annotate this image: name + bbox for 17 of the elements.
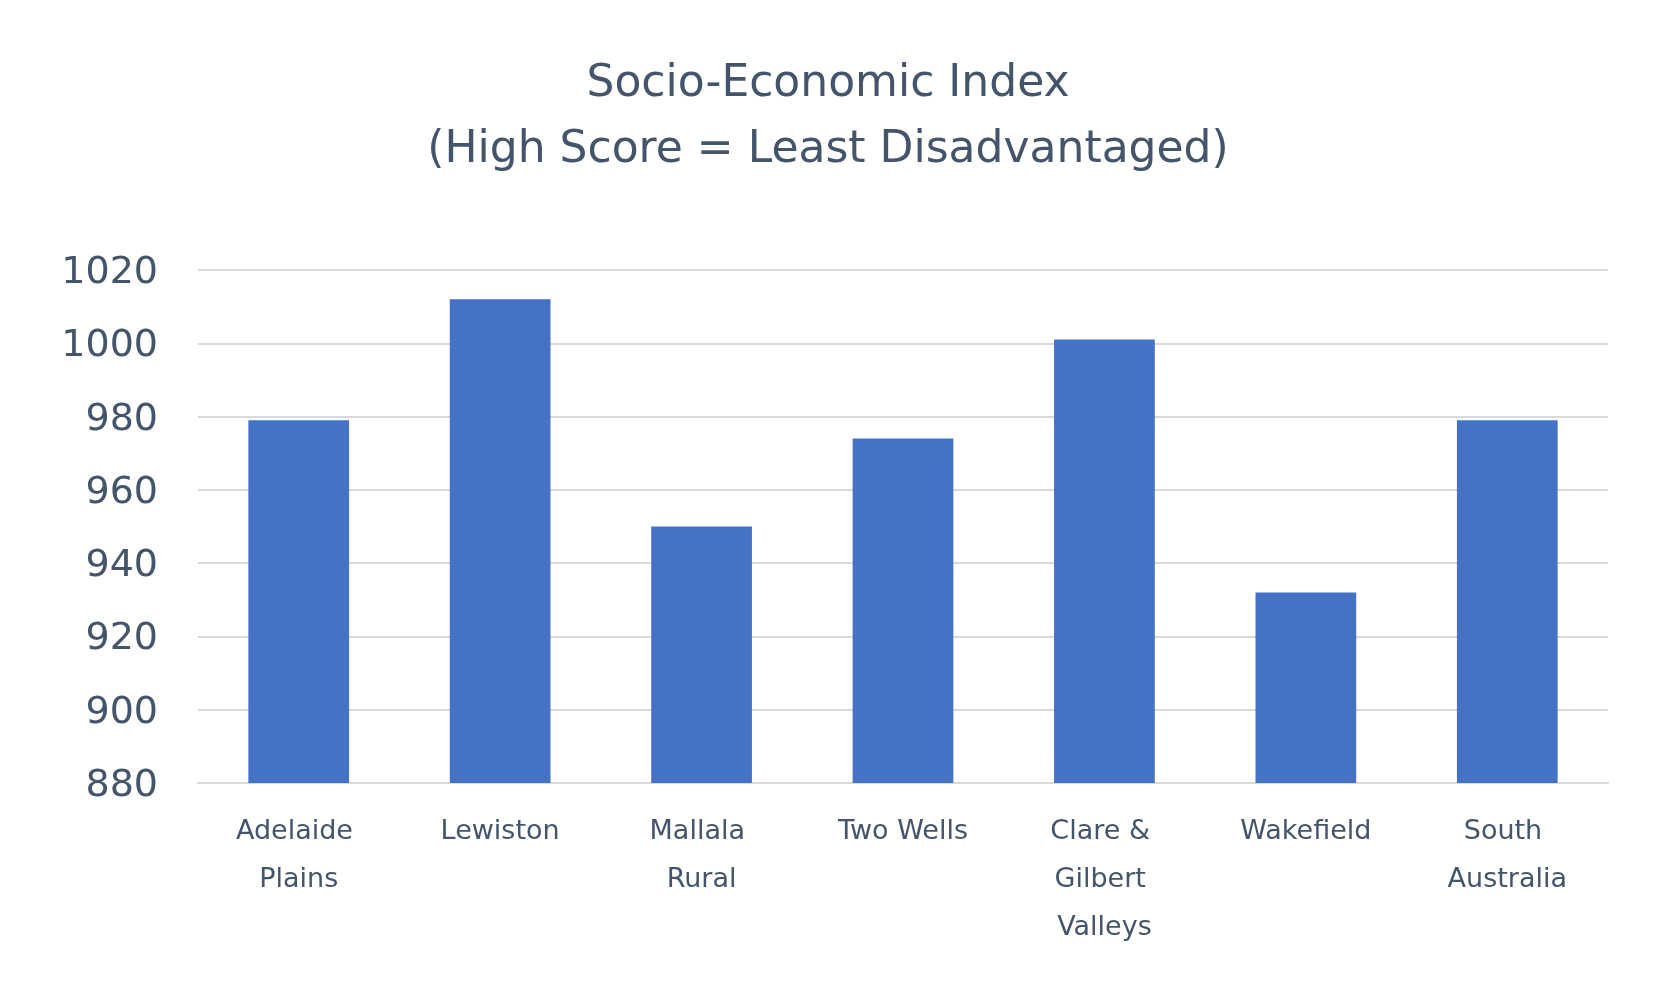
- x-tick-label: Mallala Rural: [649, 813, 754, 893]
- y-tick-label: 920: [85, 614, 158, 659]
- x-tick-label: Adelaide Plains: [235, 813, 362, 893]
- y-tick-label: 1020: [61, 248, 158, 292]
- chart-title: Socio-Economic Index: [586, 54, 1070, 106]
- y-tick-label: 1000: [61, 321, 158, 366]
- y-tick-label: 880: [85, 761, 158, 805]
- x-tick-label: South Australia: [1447, 813, 1567, 893]
- y-tick-label: 900: [85, 687, 158, 732]
- x-tick-label: Clare & Gilbert Valleys: [1050, 813, 1159, 941]
- x-tick-label: Wakefield: [1240, 813, 1372, 845]
- x-tick-label: Two Wells: [836, 813, 969, 845]
- y-tick-label: 980: [85, 394, 158, 439]
- x-tick-label: Lewiston: [440, 813, 560, 845]
- y-tick-label: 960: [85, 467, 158, 512]
- y-tick-label: 940: [85, 541, 158, 586]
- chart-subtitle: (High Score = Least Disadvantaged): [427, 120, 1229, 172]
